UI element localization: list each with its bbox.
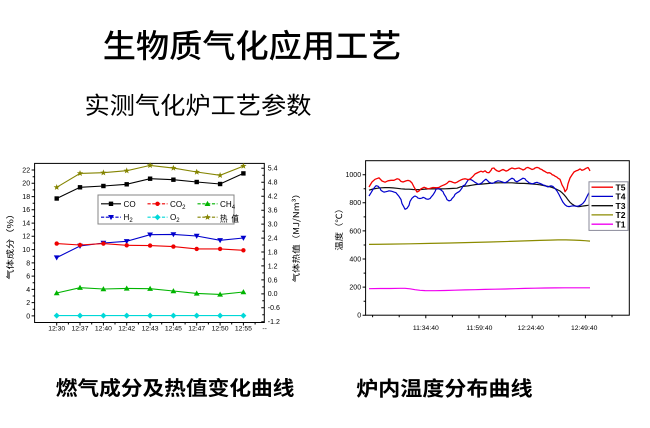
svg-text:18: 18 <box>22 194 30 201</box>
svg-text:12:43: 12:43 <box>142 326 159 333</box>
svg-text:1000: 1000 <box>346 172 362 179</box>
svg-text:T3: T3 <box>616 201 626 211</box>
svg-text:12:24:40: 12:24:40 <box>517 325 544 332</box>
svg-text:800: 800 <box>349 200 361 207</box>
svg-text:CH4: CH4 <box>220 200 236 211</box>
svg-text:200: 200 <box>349 285 361 292</box>
svg-text:1.8: 1.8 <box>268 249 278 256</box>
svg-text:12:47: 12:47 <box>188 326 205 333</box>
svg-text:12: 12 <box>22 234 30 241</box>
svg-text:4.8: 4.8 <box>268 180 278 187</box>
svg-text:10: 10 <box>22 247 30 254</box>
svg-text:400: 400 <box>349 256 361 263</box>
svg-text:12:55: 12:55 <box>235 326 252 333</box>
svg-text:2.4: 2.4 <box>268 236 278 243</box>
svg-text:4: 4 <box>26 287 30 294</box>
svg-text:T1: T1 <box>616 219 626 229</box>
svg-text:0.0: 0.0 <box>268 291 278 298</box>
svg-text:14: 14 <box>22 221 30 228</box>
svg-text:20: 20 <box>22 181 30 188</box>
svg-text:12:49:40: 12:49:40 <box>571 325 598 332</box>
svg-text:-0.6: -0.6 <box>268 305 280 312</box>
svg-text:11:59:40: 11:59:40 <box>466 325 492 332</box>
svg-text:H2: H2 <box>124 213 134 224</box>
svg-text:CO: CO <box>124 200 136 209</box>
svg-text:0.6: 0.6 <box>268 277 278 284</box>
svg-text:16: 16 <box>22 207 30 214</box>
svg-text:12:40: 12:40 <box>95 326 112 333</box>
svg-text:5.4: 5.4 <box>268 166 278 173</box>
svg-text:0: 0 <box>26 313 30 320</box>
svg-text:--: -- <box>262 326 267 333</box>
svg-text:12:37: 12:37 <box>71 326 88 333</box>
svg-text:-1.2: -1.2 <box>268 319 280 326</box>
svg-text:T4: T4 <box>616 192 626 202</box>
svg-text:0: 0 <box>357 313 361 320</box>
svg-text:2: 2 <box>26 300 30 307</box>
svg-text:O2: O2 <box>170 213 180 224</box>
svg-text:T5: T5 <box>616 182 626 192</box>
svg-text:11:34:40: 11:34:40 <box>413 325 439 332</box>
svg-text:T2: T2 <box>616 210 626 220</box>
svg-text:12:30: 12:30 <box>48 326 65 333</box>
svg-text:1.2: 1.2 <box>268 263 278 270</box>
svg-text:3.0: 3.0 <box>268 222 278 229</box>
svg-text:8: 8 <box>26 260 30 267</box>
svg-text:22: 22 <box>22 167 30 174</box>
svg-text:3.6: 3.6 <box>268 208 278 215</box>
svg-text:12:45: 12:45 <box>165 326 182 333</box>
svg-text:12:50: 12:50 <box>212 326 229 333</box>
svg-text:12:42: 12:42 <box>118 326 135 333</box>
svg-text:600: 600 <box>349 228 361 235</box>
svg-text:6: 6 <box>26 274 30 281</box>
svg-text:CO2: CO2 <box>170 200 186 211</box>
svg-text:4.2: 4.2 <box>268 194 278 201</box>
